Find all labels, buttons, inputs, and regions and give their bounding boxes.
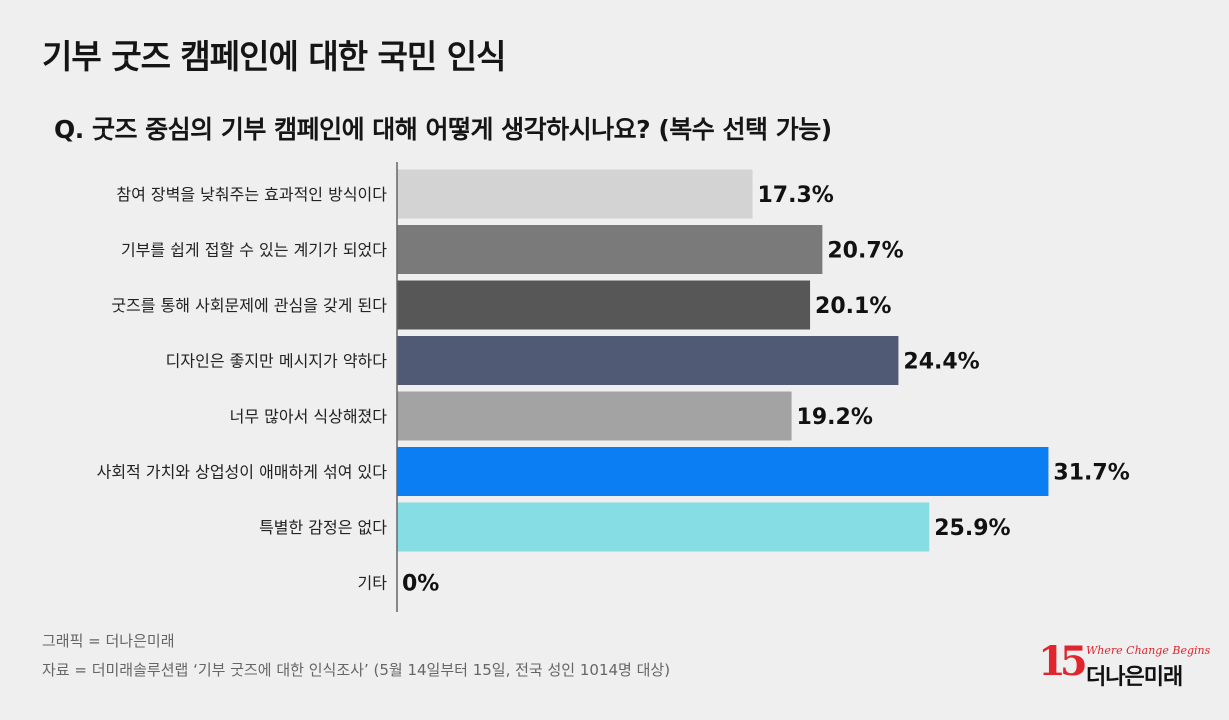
category-label: 굿즈를 통해 사회문제에 관심을 갖게 된다 [111, 296, 387, 315]
value-label: 31.7% [1053, 461, 1129, 486]
value-label: 20.1% [815, 294, 891, 319]
category-label: 기부를 쉽게 접할 수 있는 계기가 되었다 [121, 241, 387, 260]
bar [397, 336, 899, 385]
page-title: 기부 굿즈 캠페인에 대한 국민 인식 [42, 37, 506, 76]
logo-tagline: Where Change Begins [1086, 644, 1211, 657]
category-label: 너무 많아서 식상해졌다 [230, 407, 388, 426]
value-label: 0% [402, 572, 439, 597]
bar [397, 169, 753, 219]
category-label: 특별한 감정은 없다 [259, 518, 387, 537]
value-label: 17.3% [758, 183, 834, 208]
value-label: 24.4% [903, 350, 979, 375]
value-label: 20.7% [827, 239, 903, 264]
bar [397, 225, 823, 274]
bar [397, 280, 811, 330]
bar-chart: 참여 장벽을 낮춰주는 효과적인 방식이다 17.3% 기부를 쉽게 접할 수 있는… [97, 162, 1130, 612]
bar [397, 391, 792, 441]
graphic-credit: 그래픽 = 더나은미래 [42, 632, 175, 650]
source-note: 자료 = 더미래솔루션랩 ‘기부 굿즈에 대한 인식조사’ (5월 14일부터 … [42, 661, 671, 679]
category-label: 기타 [358, 574, 388, 593]
logo-number: 15 [1038, 638, 1088, 685]
value-label: 19.2% [797, 405, 873, 430]
bar [397, 447, 1049, 496]
survey-question: Q. 굿즈 중심의 기부 캠페인에 대해 어떻게 생각하시나요? (복수 선택 … [54, 115, 832, 144]
category-label: 참여 장벽을 낮춰주는 효과적인 방식이다 [116, 185, 387, 204]
value-label: 25.9% [934, 516, 1010, 541]
logo-name: 더나은미래 [1086, 665, 1183, 690]
bar [397, 502, 930, 552]
category-label: 사회적 가치와 상업성이 애매하게 섞여 있다 [97, 463, 388, 482]
category-label: 디자인은 좋지만 메시지가 약하다 [166, 352, 388, 371]
brand-logo: 15 Where Change Begins 더나은미래 [1038, 638, 1210, 691]
